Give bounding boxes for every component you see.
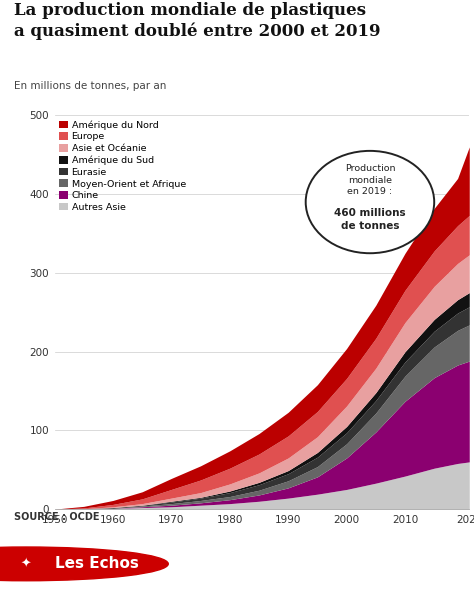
Text: En millions de tonnes, par an: En millions de tonnes, par an bbox=[14, 81, 166, 91]
Ellipse shape bbox=[306, 151, 434, 253]
Text: ✦: ✦ bbox=[21, 558, 31, 570]
Text: Les Echos: Les Echos bbox=[55, 556, 138, 571]
Text: SOURCE : OCDE: SOURCE : OCDE bbox=[14, 511, 100, 522]
Legend: Amérique du Nord, Europe, Asie et Océanie, Amérique du Sud, Eurasie, Moyen-Orien: Amérique du Nord, Europe, Asie et Océani… bbox=[59, 120, 186, 212]
Circle shape bbox=[0, 547, 168, 581]
Text: La production mondiale de plastiques
a quasiment doublé entre 2000 et 2019: La production mondiale de plastiques a q… bbox=[14, 2, 381, 40]
Text: 460 millions
de tonnes: 460 millions de tonnes bbox=[334, 208, 406, 231]
Text: Production
mondiale
en 2019 :: Production mondiale en 2019 : bbox=[345, 164, 395, 197]
